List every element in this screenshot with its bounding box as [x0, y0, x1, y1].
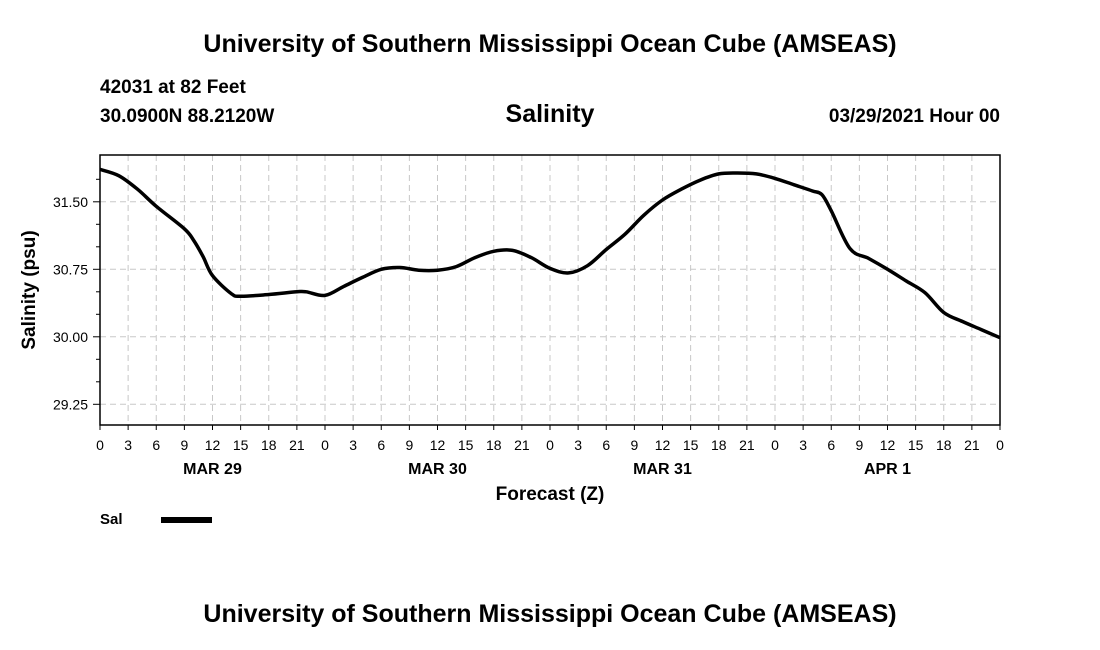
x-tick-label: 21 — [514, 437, 530, 453]
x-tick-label: 12 — [655, 437, 671, 453]
x-tick-label: 18 — [711, 437, 727, 453]
x-tick-label: 3 — [349, 437, 357, 453]
timestamp-label: 03/29/2021 Hour 00 — [828, 106, 1000, 127]
y-tick-label: 30.00 — [53, 329, 88, 345]
x-tick-label: 15 — [908, 437, 924, 453]
x-tick-label: 18 — [261, 437, 277, 453]
x-tick-label: 21 — [739, 437, 755, 453]
station-label: 42031 at 82 Feet — [100, 77, 246, 98]
x-tick-label: 9 — [405, 437, 413, 453]
x-tick-label: 15 — [683, 437, 699, 453]
page-title: University of Southern Mississippi Ocean… — [203, 30, 897, 58]
footer-title: University of Southern Mississippi Ocean… — [203, 600, 897, 628]
x-tick-label: 0 — [321, 437, 329, 453]
x-tick-label: 12 — [205, 437, 221, 453]
x-tick-label: 15 — [233, 437, 249, 453]
x-tick-label: 6 — [377, 437, 385, 453]
x-tick-label: 21 — [964, 437, 980, 453]
date-label: MAR 31 — [633, 461, 692, 478]
chart-title: Salinity — [505, 100, 595, 128]
x-tick-label: 6 — [827, 437, 835, 453]
x-axis-title: Forecast (Z) — [496, 484, 605, 505]
date-label: APR 1 — [864, 461, 911, 478]
x-tick-label: 9 — [180, 437, 188, 453]
x-tick-label: 0 — [996, 437, 1004, 453]
x-tick-label: 3 — [124, 437, 132, 453]
coordinates-label: 30.0900N 88.2120W — [100, 106, 275, 127]
date-label: MAR 29 — [183, 461, 242, 478]
x-tick-label: 9 — [855, 437, 863, 453]
x-tick-label: 15 — [458, 437, 474, 453]
x-tick-label: 18 — [486, 437, 502, 453]
y-tick-label: 30.75 — [53, 261, 88, 277]
date-label: MAR 30 — [408, 461, 467, 478]
x-tick-label: 9 — [630, 437, 638, 453]
x-tick-label: 21 — [289, 437, 305, 453]
x-tick-label: 6 — [602, 437, 610, 453]
x-tick-label: 18 — [936, 437, 952, 453]
x-tick-label: 6 — [152, 437, 160, 453]
legend-label: Sal — [100, 511, 123, 528]
x-tick-label: 0 — [771, 437, 779, 453]
x-tick-label: 3 — [799, 437, 807, 453]
x-tick-label: 3 — [574, 437, 582, 453]
x-tick-label: 12 — [430, 437, 446, 453]
x-tick-label: 12 — [880, 437, 896, 453]
y-tick-label: 29.25 — [53, 396, 88, 412]
y-axis-title: Salinity (psu) — [19, 230, 40, 349]
y-tick-label: 31.50 — [53, 194, 88, 210]
x-tick-label: 0 — [546, 437, 554, 453]
x-tick-label: 0 — [96, 437, 104, 453]
series-line-sal — [99, 167, 1001, 340]
